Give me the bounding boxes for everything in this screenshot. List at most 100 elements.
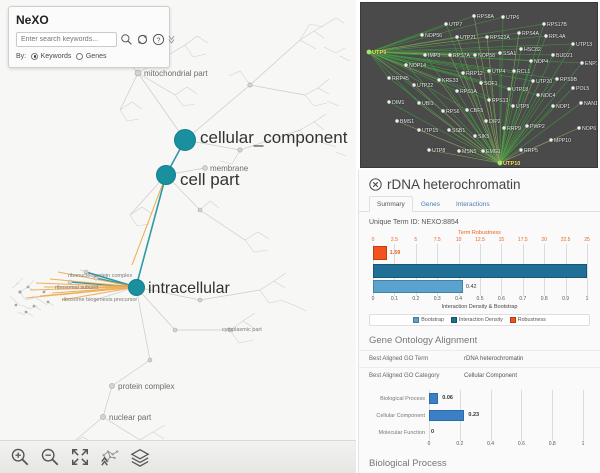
unique-term-id: Unique Term ID: NEXO:8854 — [369, 219, 459, 226]
grid-line — [587, 244, 588, 296]
axis-tick-label: 0.1 — [390, 296, 398, 302]
view-toolbar[interactable] — [0, 440, 356, 473]
legend-item-bootstrap[interactable]: Bootstrap — [413, 317, 444, 323]
network-graph[interactable] — [361, 3, 598, 168]
app-title: NeXO — [16, 13, 49, 27]
axis-tick-label: 5 — [414, 237, 418, 243]
legend-swatch-robustness — [509, 317, 516, 323]
axis-tick-label: 0 — [427, 441, 431, 447]
legend-swatch-bootstrap — [413, 317, 420, 323]
tree-node-cellular-component[interactable] — [174, 129, 196, 151]
grid-line — [459, 390, 461, 407]
ontology-tree-view[interactable]: cellular_component cell part intracellul… — [0, 0, 356, 473]
chart2-rows: Biological Process 0.06 Cellular Component… — [369, 390, 590, 441]
go-key-category: Best Aligned GO Category — [369, 373, 440, 379]
axis-tick-label: 0.9 — [562, 296, 570, 302]
tab-interactions[interactable]: Interactions — [455, 201, 490, 208]
bar-robustness[interactable] — [373, 246, 387, 260]
chart1-legend[interactable]: Bootstrap Interaction Density Robustness — [369, 314, 590, 326]
more-icon[interactable] — [168, 34, 175, 45]
interaction-network-view[interactable]: UTP9 UTP10 RPS8A UTP6 UTP7 RPS17B NOP56 UTP21 RP… — [360, 2, 598, 168]
search-mode-group[interactable]: By: Keywords Genes — [16, 53, 162, 60]
search-row[interactable]: ? — [16, 32, 175, 47]
axis-tick-label: 0 — [371, 237, 375, 243]
go-row-term: Best Aligned GO Term rDNA heterochromati… — [359, 350, 600, 367]
axis-tick-label: 2.5 — [390, 237, 398, 243]
alignment-plot: 0 — [429, 424, 590, 441]
close-circle-icon[interactable] — [369, 178, 382, 191]
grid-line — [490, 424, 492, 441]
layers-icon[interactable] — [130, 447, 150, 467]
grid-line — [552, 407, 554, 424]
robustness-chart: Term Robustness 0 2.5 5 7.5 10 12.5 15 17.5 20 22… — [359, 228, 600, 310]
zoom-in-icon[interactable] — [10, 447, 30, 467]
go-alignment-chart: Biological Process 0.06 Cellular Component… — [359, 384, 600, 449]
axis-tick-label: 20 — [541, 237, 547, 243]
go-value-category: Cellular Component — [464, 373, 518, 379]
axis-tick-label: 0.4 — [487, 441, 495, 447]
bar-interaction-density[interactable] — [373, 264, 587, 278]
collapse-network-icon[interactable] — [100, 447, 120, 467]
go-alignment-title: Gene Ontology Alignment — [369, 335, 478, 346]
axis-tick-label: 22.5 — [560, 237, 571, 243]
axis-tick-label: 0.4 — [455, 296, 463, 302]
radio-keywords-label: Keywords — [40, 53, 72, 60]
axis-tick-label: 0.2 — [456, 441, 464, 447]
search-input[interactable] — [16, 32, 117, 47]
axis-tick-label: 0.5 — [476, 296, 484, 302]
by-label: By: — [16, 53, 27, 60]
legend-swatch-interaction-density — [450, 317, 457, 323]
radio-keywords-dot[interactable] — [31, 53, 39, 60]
chart1-bottom-ticks: 0 0.1 0.2 0.3 0.4 0.5 0.6 0.7 0.8 0.9 1 — [369, 296, 590, 303]
axis-tick-label: 7.5 — [433, 237, 441, 243]
search-icon[interactable] — [120, 33, 133, 46]
alignment-category-label: Cellular Component — [376, 412, 425, 419]
fit-screen-icon[interactable] — [70, 447, 90, 467]
grid-line — [552, 390, 554, 407]
grid-line — [552, 424, 554, 441]
axis-tick-label: 17.5 — [517, 237, 528, 243]
grid-line — [583, 424, 584, 441]
alignment-row: Molecular Function 0 — [369, 424, 590, 441]
axis-tick-label: 0.6 — [517, 441, 525, 447]
go-value-term: rDNA heterochromatin — [464, 356, 524, 362]
axis-tick-label: 10 — [455, 237, 462, 243]
alignment-bar[interactable] — [429, 393, 439, 404]
tab-genes[interactable]: Genes — [420, 201, 440, 208]
tree-node-cell-part[interactable] — [156, 165, 176, 185]
tab-summary[interactable]: Summary — [369, 196, 413, 212]
legend-item-robustness[interactable]: Robustness — [509, 317, 546, 323]
reset-icon[interactable] — [136, 33, 149, 46]
tree-node-intracellular[interactable] — [128, 279, 145, 296]
alignment-bar[interactable] — [429, 410, 465, 421]
grid-line — [583, 407, 584, 424]
radio-genes-dot[interactable] — [76, 53, 84, 60]
bar-bootstrap[interactable] — [373, 280, 463, 293]
grid-line — [429, 424, 430, 441]
axis-tick-label: 0 — [371, 296, 375, 302]
legend-item-interaction-density[interactable]: Interaction Density — [450, 317, 503, 323]
radio-keywords[interactable]: Keywords — [31, 53, 71, 60]
alignment-row: Biological Process 0.06 — [369, 390, 590, 407]
legend-label-robustness: Robustness — [517, 317, 546, 323]
axis-tick-label: 0.7 — [519, 296, 527, 302]
alignment-category-label: Biological Process — [380, 395, 425, 402]
biological-process-title: Biological Process — [369, 458, 447, 469]
grid-line — [583, 390, 584, 407]
search-panel[interactable]: NeXO ? — [8, 6, 175, 68]
axis-tick-label: 25 — [584, 237, 590, 243]
detail-tabs[interactable]: Summary Genes Interactions — [359, 195, 600, 212]
alignment-value-label: 0.06 — [442, 395, 453, 401]
help-icon[interactable]: ? — [152, 33, 165, 46]
grid-line — [521, 390, 523, 407]
zoom-out-icon[interactable] — [40, 447, 60, 467]
legend-label-bootstrap: Bootstrap — [421, 317, 444, 323]
go-row-category: Best Aligned GO Category Cellular Compon… — [359, 367, 600, 384]
radio-genes[interactable]: Genes — [76, 53, 106, 60]
go-key-term: Best Aligned GO Term — [369, 356, 429, 362]
axis-tick-label: 0.3 — [433, 296, 441, 302]
axis-tick-label: 0.2 — [412, 296, 420, 302]
tree-graph[interactable] — [0, 0, 356, 473]
term-detail-panel[interactable]: rDNA heterochromatin Summary Genes Inter… — [358, 170, 600, 473]
axis-tick-label: 15 — [498, 237, 505, 243]
